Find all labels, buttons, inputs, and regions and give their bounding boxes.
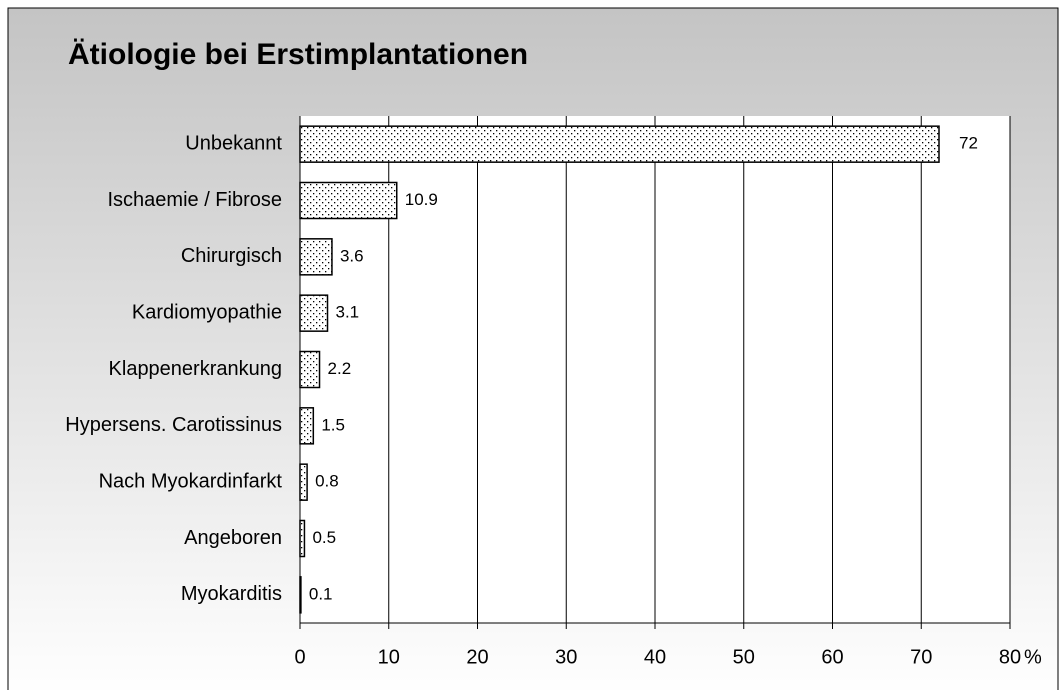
value-label: 10.9 — [405, 190, 438, 209]
x-axis-unit: % — [1024, 646, 1042, 668]
bar — [299, 350, 321, 389]
y-tick-label: Unbekannt — [185, 132, 282, 154]
value-label: 1.5 — [321, 415, 345, 434]
y-tick-label: Kardiomyopathie — [132, 301, 282, 323]
x-tick-label: 10 — [378, 646, 400, 668]
value-label: 0.1 — [309, 584, 333, 603]
value-label: 0.8 — [315, 472, 339, 491]
bar — [299, 294, 329, 332]
x-tick-label: 0 — [294, 646, 305, 668]
bar — [299, 181, 398, 220]
x-tick-label: 20 — [466, 646, 488, 668]
chart-title: Ätiologie bei Erstimplantationen — [68, 38, 528, 71]
x-tick-label: 50 — [733, 646, 755, 668]
value-label: 3.6 — [340, 246, 364, 265]
y-tick-label: Ischaemie / Fibrose — [107, 189, 282, 211]
bar — [299, 125, 940, 163]
y-tick-label: Hypersens. Carotissinus — [65, 414, 282, 436]
y-tick-label: Klappenerkrankung — [109, 358, 282, 380]
x-tick-label: 60 — [821, 646, 843, 668]
value-label: 2.2 — [328, 359, 352, 378]
y-tick-label: Nach Myokardinfarkt — [99, 470, 283, 492]
bar — [299, 576, 302, 614]
x-tick-label: 30 — [555, 646, 577, 668]
x-tick-label: 40 — [644, 646, 666, 668]
bar — [299, 519, 306, 558]
x-tick-label: 70 — [910, 646, 932, 668]
bar — [299, 407, 315, 445]
y-tick-label: Chirurgisch — [181, 245, 282, 267]
x-tick-label: 80 — [999, 646, 1021, 668]
value-label: 72 — [959, 134, 978, 153]
value-label: 3.1 — [336, 303, 360, 322]
bar — [299, 463, 308, 501]
bar — [299, 238, 333, 276]
y-tick-label: Myokarditis — [181, 583, 282, 605]
y-tick-label: Angeboren — [184, 527, 282, 549]
value-label: 0.5 — [312, 528, 336, 547]
